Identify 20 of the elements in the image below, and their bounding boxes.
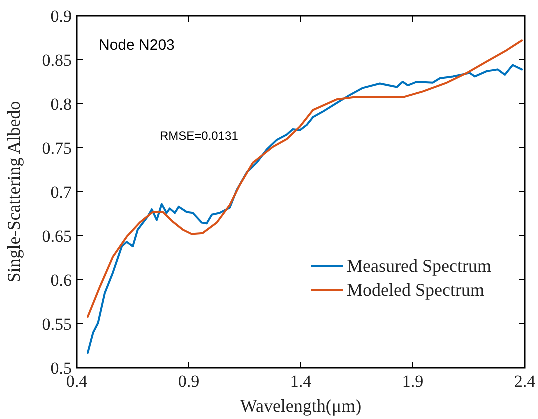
x-tick-label: 0.9 [178, 372, 200, 391]
line-series [86, 40, 524, 318]
legend-label: Modeled Spectrum [347, 280, 484, 300]
y-tick-label: 0.9 [50, 7, 72, 26]
y-tick-label: 0.6 [50, 271, 72, 290]
y-axis-title: Single-Scattering Albedo [4, 101, 24, 283]
y-tick-label: 0.8 [50, 95, 72, 114]
x-tick-label: 2.4 [514, 372, 536, 391]
x-axis-title: Wavelength(μm) [240, 396, 362, 416]
y-tick-label: 0.55 [42, 315, 72, 334]
annotation: Node N203 [99, 37, 175, 54]
line-series [86, 64, 524, 354]
y-tick-label: 0.85 [42, 51, 72, 70]
x-tick-label: 1.9 [402, 372, 424, 391]
legend-label: Measured Spectrum [347, 256, 492, 276]
x-tick-label: 1.4 [290, 372, 312, 391]
y-tick-label: 0.7 [50, 183, 72, 202]
annotation: RMSE=0.0131 [160, 129, 239, 143]
y-tick-label: 0.65 [42, 227, 72, 246]
y-tick-label: 0.75 [42, 139, 72, 158]
